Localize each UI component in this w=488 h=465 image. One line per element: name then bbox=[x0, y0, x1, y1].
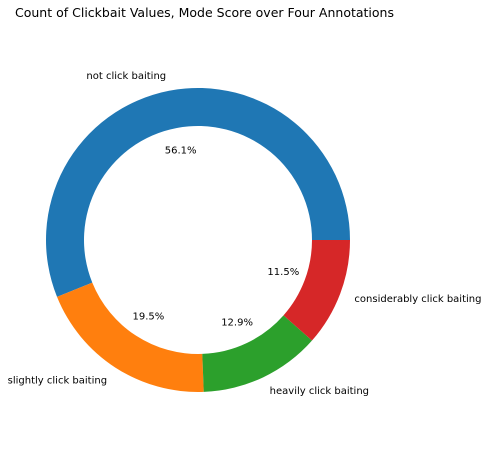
slice-heavily-click-baiting bbox=[202, 315, 313, 392]
slice-slightly-click-baiting bbox=[57, 282, 204, 392]
chart-title: Count of Clickbait Values, Mode Score ov… bbox=[15, 5, 394, 20]
labels-layer: not click baiting 56.1% slightly click bai… bbox=[8, 71, 482, 397]
slice-label-considerably-click-baiting: considerably click baiting bbox=[354, 294, 481, 305]
slice-not-click-baiting bbox=[46, 88, 351, 297]
pct-label-heavily-click-baiting: 12.9% bbox=[221, 317, 253, 328]
slice-label-heavily-click-baiting: heavily click baiting bbox=[270, 386, 369, 397]
pct-label-not-click-baiting: 56.1% bbox=[165, 145, 197, 156]
pct-label-considerably-click-baiting: 11.5% bbox=[267, 267, 299, 278]
slice-considerably-click-baiting bbox=[283, 240, 350, 341]
slice-label-slightly-click-baiting: slightly click baiting bbox=[8, 375, 107, 386]
slices-layer bbox=[46, 88, 351, 392]
pct-label-slightly-click-baiting: 19.5% bbox=[133, 312, 165, 323]
slice-label-not-click-baiting: not click baiting bbox=[86, 71, 166, 82]
